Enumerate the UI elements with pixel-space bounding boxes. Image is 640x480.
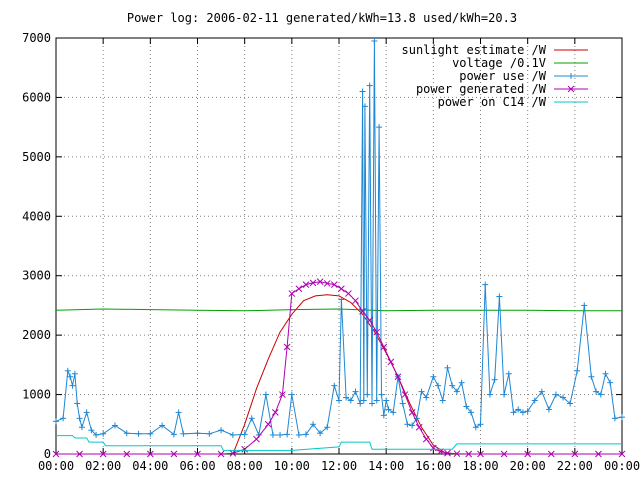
data-point: [618, 450, 626, 458]
data-point: [345, 290, 352, 297]
y-tick-label: 6000: [22, 90, 51, 104]
data-point: [52, 450, 60, 458]
data-point: [415, 423, 423, 431]
data-point: [146, 450, 154, 458]
data-point: [444, 449, 451, 457]
data-point: [302, 281, 310, 288]
y-tick-label: 4000: [22, 209, 51, 223]
data-point: [279, 391, 286, 398]
y-tick-label: 1000: [22, 388, 51, 402]
data-point: [571, 450, 579, 458]
data-point: [453, 450, 461, 458]
series-power-on-c14-w: [56, 435, 622, 451]
x-tick-label: 20:00: [510, 459, 546, 473]
x-tick-label: 22:00: [557, 459, 593, 473]
data-point: [229, 450, 237, 457]
chart-title: Power log: 2006-02-11 generated/kWh=13.8…: [127, 11, 517, 25]
data-point: [373, 328, 381, 336]
data-point: [338, 285, 345, 293]
series-power-generated-w: [52, 278, 626, 458]
data-point: [366, 316, 374, 324]
series-line: [55, 308, 622, 312]
data-point: [170, 450, 178, 458]
legend-label: power on C14 /W: [438, 95, 547, 109]
data-point: [217, 450, 225, 458]
y-tick-label: 0: [44, 447, 51, 461]
x-tick-label: 04:00: [132, 459, 168, 473]
data-point: [359, 308, 366, 315]
data-point: [271, 409, 279, 416]
x-tick-label: 18:00: [462, 459, 498, 473]
data-point: [309, 279, 317, 287]
series-line: [56, 281, 622, 455]
legend-label: sunlight estimate /W: [402, 43, 547, 57]
data-point: [123, 450, 131, 458]
data-point: [264, 420, 272, 428]
data-point: [352, 297, 359, 305]
data-point: [401, 391, 409, 398]
data-point: [422, 435, 430, 443]
x-tick-label: 12:00: [321, 459, 357, 473]
data-point: [295, 285, 303, 293]
x-tick-label: 00:00: [604, 459, 640, 473]
legend-marker: [567, 85, 575, 93]
legend-label: power generated /W: [416, 82, 547, 96]
data-point: [253, 435, 260, 443]
series-line: [232, 294, 457, 455]
data-point: [547, 450, 555, 458]
data-point: [500, 450, 508, 458]
data-point: [283, 343, 291, 351]
data-point: [288, 290, 296, 297]
x-tick-label: 10:00: [274, 459, 310, 473]
series-voltage-0-1v: [55, 308, 622, 312]
legend-label: voltage /0.1V: [452, 56, 546, 70]
data-point: [330, 281, 338, 288]
data-point: [387, 358, 395, 366]
x-tick-label: 02:00: [85, 459, 121, 473]
series-sunlight-estimate-w: [232, 294, 457, 455]
data-point: [465, 450, 473, 458]
data-point: [76, 450, 83, 458]
data-point: [394, 373, 402, 381]
axes-layer: 0 1000 2000 3000 4000 5000 6000 7000 00:00 02:00 0…: [22, 31, 640, 473]
grid-layer: [56, 38, 622, 454]
x-tick-label: 06:00: [179, 459, 215, 473]
data-point: [524, 450, 532, 458]
y-tick-label: 7000: [22, 31, 51, 45]
x-tick-label: 08:00: [227, 459, 263, 473]
series-power-use-w: [53, 37, 625, 438]
x-tick-label: 14:00: [368, 459, 404, 473]
data-point: [380, 343, 388, 351]
data-point: [408, 409, 416, 416]
x-tick-label: 00:00: [38, 459, 74, 473]
data-point: [99, 450, 107, 458]
data-point: [477, 450, 484, 458]
data-point: [429, 444, 437, 452]
y-tick-label: 2000: [22, 328, 51, 342]
legend-label: power use /W: [459, 69, 546, 83]
y-tick-label: 3000: [22, 269, 51, 283]
x-tick-label: 16:00: [415, 459, 451, 473]
data-point: [595, 450, 602, 458]
data-point: [241, 445, 249, 453]
data-point: [316, 278, 324, 286]
series-layer: [52, 37, 626, 458]
y-tick-label: 5000: [22, 150, 51, 164]
data-point: [323, 280, 331, 287]
series-line: [56, 435, 622, 451]
data-point: [194, 450, 201, 458]
